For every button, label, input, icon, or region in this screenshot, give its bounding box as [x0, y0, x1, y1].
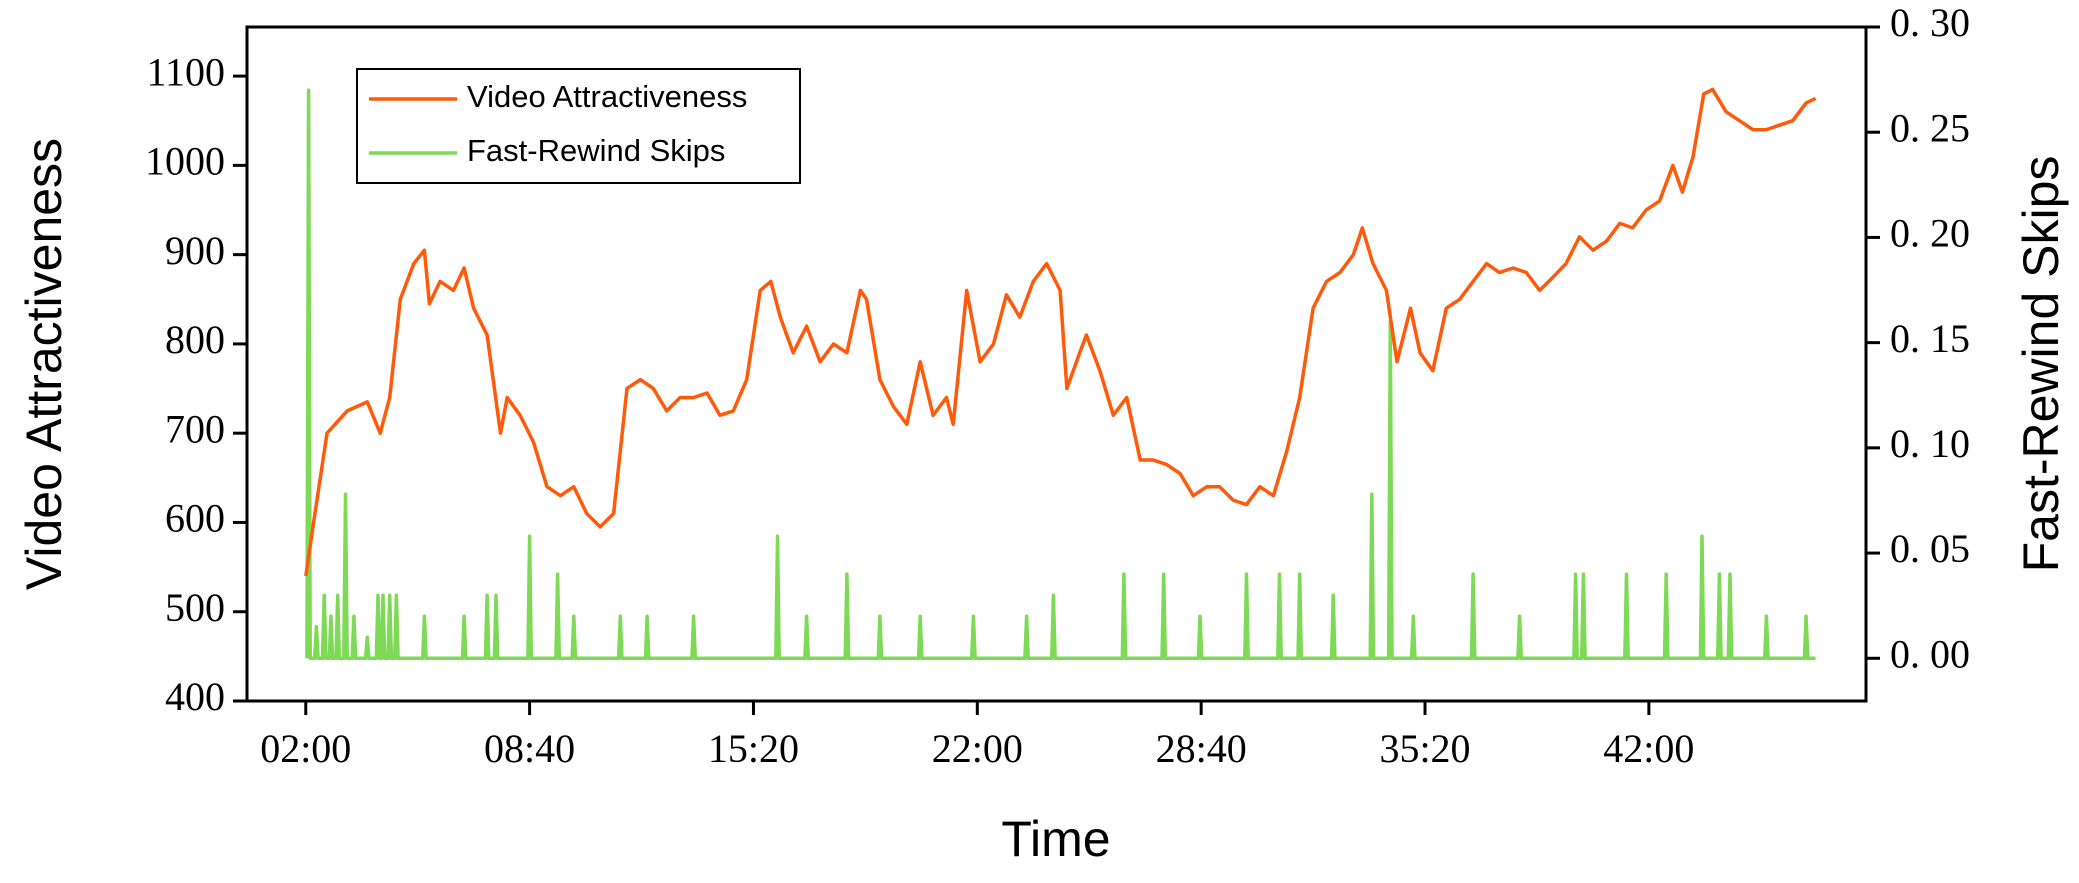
- y-tick-label: 500: [165, 585, 225, 630]
- y-tick-label: 1100: [146, 49, 225, 94]
- x-tick-label: 15:20: [708, 726, 799, 771]
- y-tick-label: 400: [165, 674, 225, 719]
- y2-tick-label: 0. 00: [1890, 631, 1970, 676]
- legend-box: [356, 68, 801, 184]
- y2-tick-label: 0. 10: [1890, 421, 1970, 466]
- legend-label: Video Attractiveness: [467, 79, 747, 114]
- x-tick-label: 28:40: [1156, 726, 1247, 771]
- y-tick-label: 1000: [145, 139, 225, 184]
- y-tick-label: 900: [165, 228, 225, 273]
- x-tick-label: 42:00: [1603, 726, 1694, 771]
- y-tick-label: 600: [165, 496, 225, 541]
- x-tick-label: 08:40: [484, 726, 575, 771]
- x-tick-label: 22:00: [932, 726, 1023, 771]
- x-tick-label: 02:00: [260, 726, 351, 771]
- y2-tick-label: 0. 15: [1890, 316, 1970, 361]
- legend: Video Attractiveness Fast-Rewind Skips: [356, 68, 801, 184]
- y2-tick-label: 0. 20: [1890, 211, 1970, 256]
- y-axis-title: Video Attractiveness: [16, 138, 72, 590]
- data-line: [304, 87, 1817, 577]
- plot-frame: [245, 25, 1868, 703]
- x-axis-title: Time: [1001, 811, 1110, 867]
- x-tick-label: 35:20: [1379, 726, 1470, 771]
- y2-axis-title: Fast-Rewind Skips: [2013, 156, 2069, 573]
- y2-tick-label: 0. 25: [1890, 105, 1970, 150]
- y-tick-label: 800: [165, 317, 225, 362]
- legend-label: Fast-Rewind Skips: [467, 133, 725, 168]
- data-line: [305, 88, 1816, 661]
- y-tick-label: 700: [165, 406, 225, 451]
- y2-tick-label: 0. 30: [1890, 0, 1970, 45]
- y2-tick-label: 0. 05: [1890, 526, 1970, 571]
